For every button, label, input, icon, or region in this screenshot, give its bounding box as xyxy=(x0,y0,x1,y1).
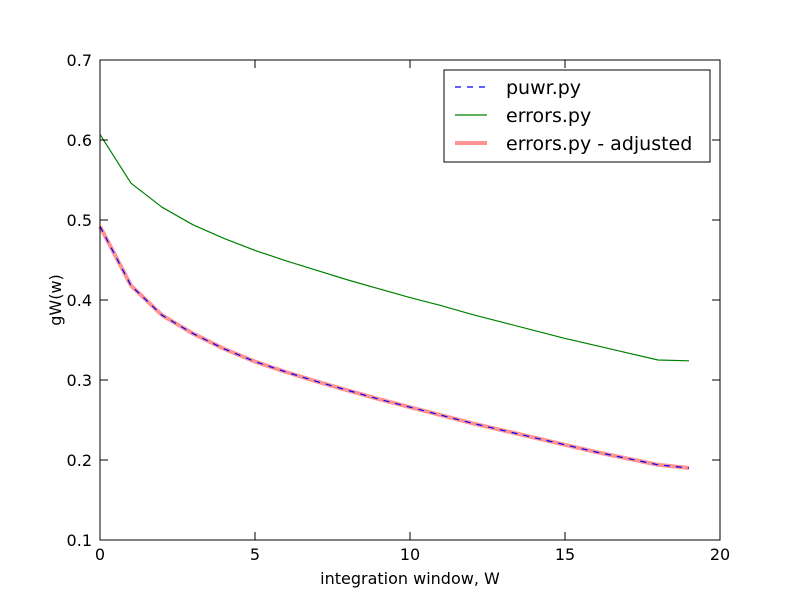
x-tick-label: 0 xyxy=(95,545,105,564)
legend-box xyxy=(443,69,711,163)
y-tick-label: 0.7 xyxy=(67,51,92,70)
x-tick-label: 20 xyxy=(710,545,730,564)
x-tick-label: 5 xyxy=(250,545,260,564)
x-tick-label: 15 xyxy=(555,545,575,564)
legend-label-1: puwr.py xyxy=(506,77,581,99)
legend: puwr.py errors.py errors.py - adjusted xyxy=(443,69,711,163)
y-axis-label: gW(w) xyxy=(46,274,65,326)
x-axis-label: integration window, W xyxy=(320,569,500,588)
y-tick-label: 0.2 xyxy=(67,451,92,470)
series-line-2 xyxy=(99,134,690,362)
x-tick-label: 10 xyxy=(400,545,420,564)
tick-layer: 0 5 10 15 20 0.1 0.2 0.3 0.4 0.5 0.6 0.7 xyxy=(67,51,731,564)
legend-label-2: errors.py xyxy=(506,105,591,127)
series-line-3 xyxy=(98,225,690,470)
series-layer xyxy=(98,134,690,470)
y-tick-label: 0.6 xyxy=(67,131,92,150)
y-tick-label: 0.5 xyxy=(67,211,92,230)
y-tick-label: 0.3 xyxy=(67,371,92,390)
y-tick-label: 0.1 xyxy=(67,531,92,550)
legend-label-3: errors.py - adjusted xyxy=(506,133,692,155)
y-tick-label: 0.4 xyxy=(67,291,92,310)
